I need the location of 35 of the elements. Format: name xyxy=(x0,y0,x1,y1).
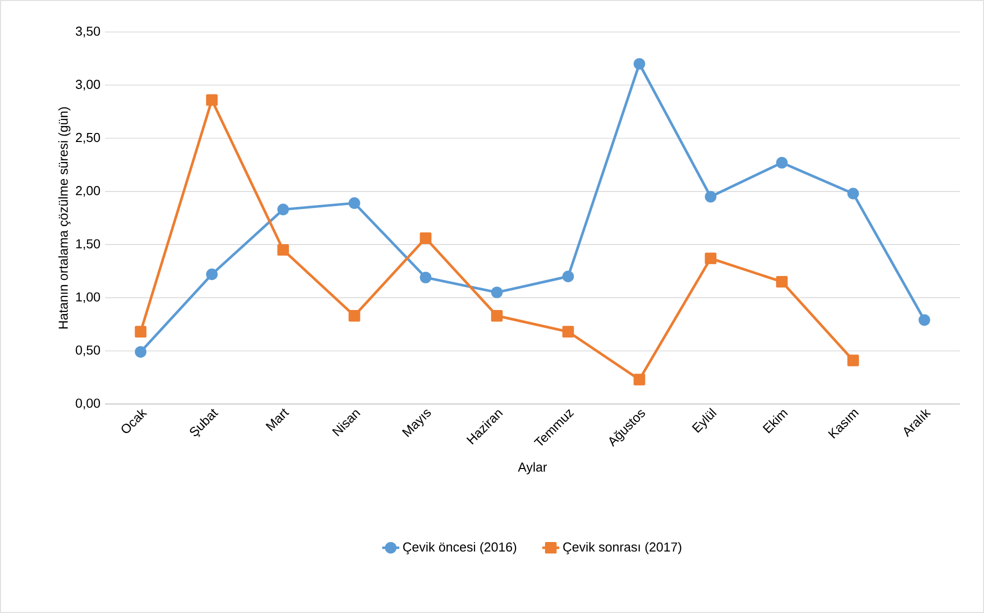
point xyxy=(704,252,716,264)
point xyxy=(562,326,574,338)
point xyxy=(348,197,360,209)
legend-label: Çevik sonrası (2017) xyxy=(563,542,682,554)
point xyxy=(206,268,218,280)
y-tick-label: 0,50 xyxy=(76,345,100,356)
point xyxy=(847,188,859,200)
point xyxy=(348,310,360,322)
point xyxy=(918,314,930,326)
point xyxy=(562,270,574,282)
y-tick-label: 1,50 xyxy=(76,239,100,250)
point xyxy=(491,286,503,298)
point xyxy=(134,326,146,338)
y-tick-label: 2,50 xyxy=(76,132,100,144)
point xyxy=(776,276,788,288)
point xyxy=(420,272,432,284)
point xyxy=(776,156,788,169)
legend-label: Çevik öncesi (2016) xyxy=(403,542,516,554)
y-tick-label: 0,00 xyxy=(76,398,100,410)
x-axis-title: Aylar xyxy=(518,462,547,474)
point xyxy=(847,354,859,366)
y-tick-label: 3,50 xyxy=(76,26,100,38)
point xyxy=(491,310,503,322)
point xyxy=(206,94,218,106)
point xyxy=(277,244,289,256)
y-tick-label: 3,00 xyxy=(76,80,100,90)
point xyxy=(277,204,289,216)
y-tick-label: 2,00 xyxy=(76,186,100,197)
point xyxy=(134,346,146,358)
y-tick-label: 1,00 xyxy=(76,292,100,304)
point xyxy=(634,374,646,386)
point xyxy=(420,232,432,244)
point xyxy=(634,58,646,70)
y-axis-title: Hatanın ortalama çözülme süresi (gün) xyxy=(58,107,70,328)
point xyxy=(704,190,716,203)
